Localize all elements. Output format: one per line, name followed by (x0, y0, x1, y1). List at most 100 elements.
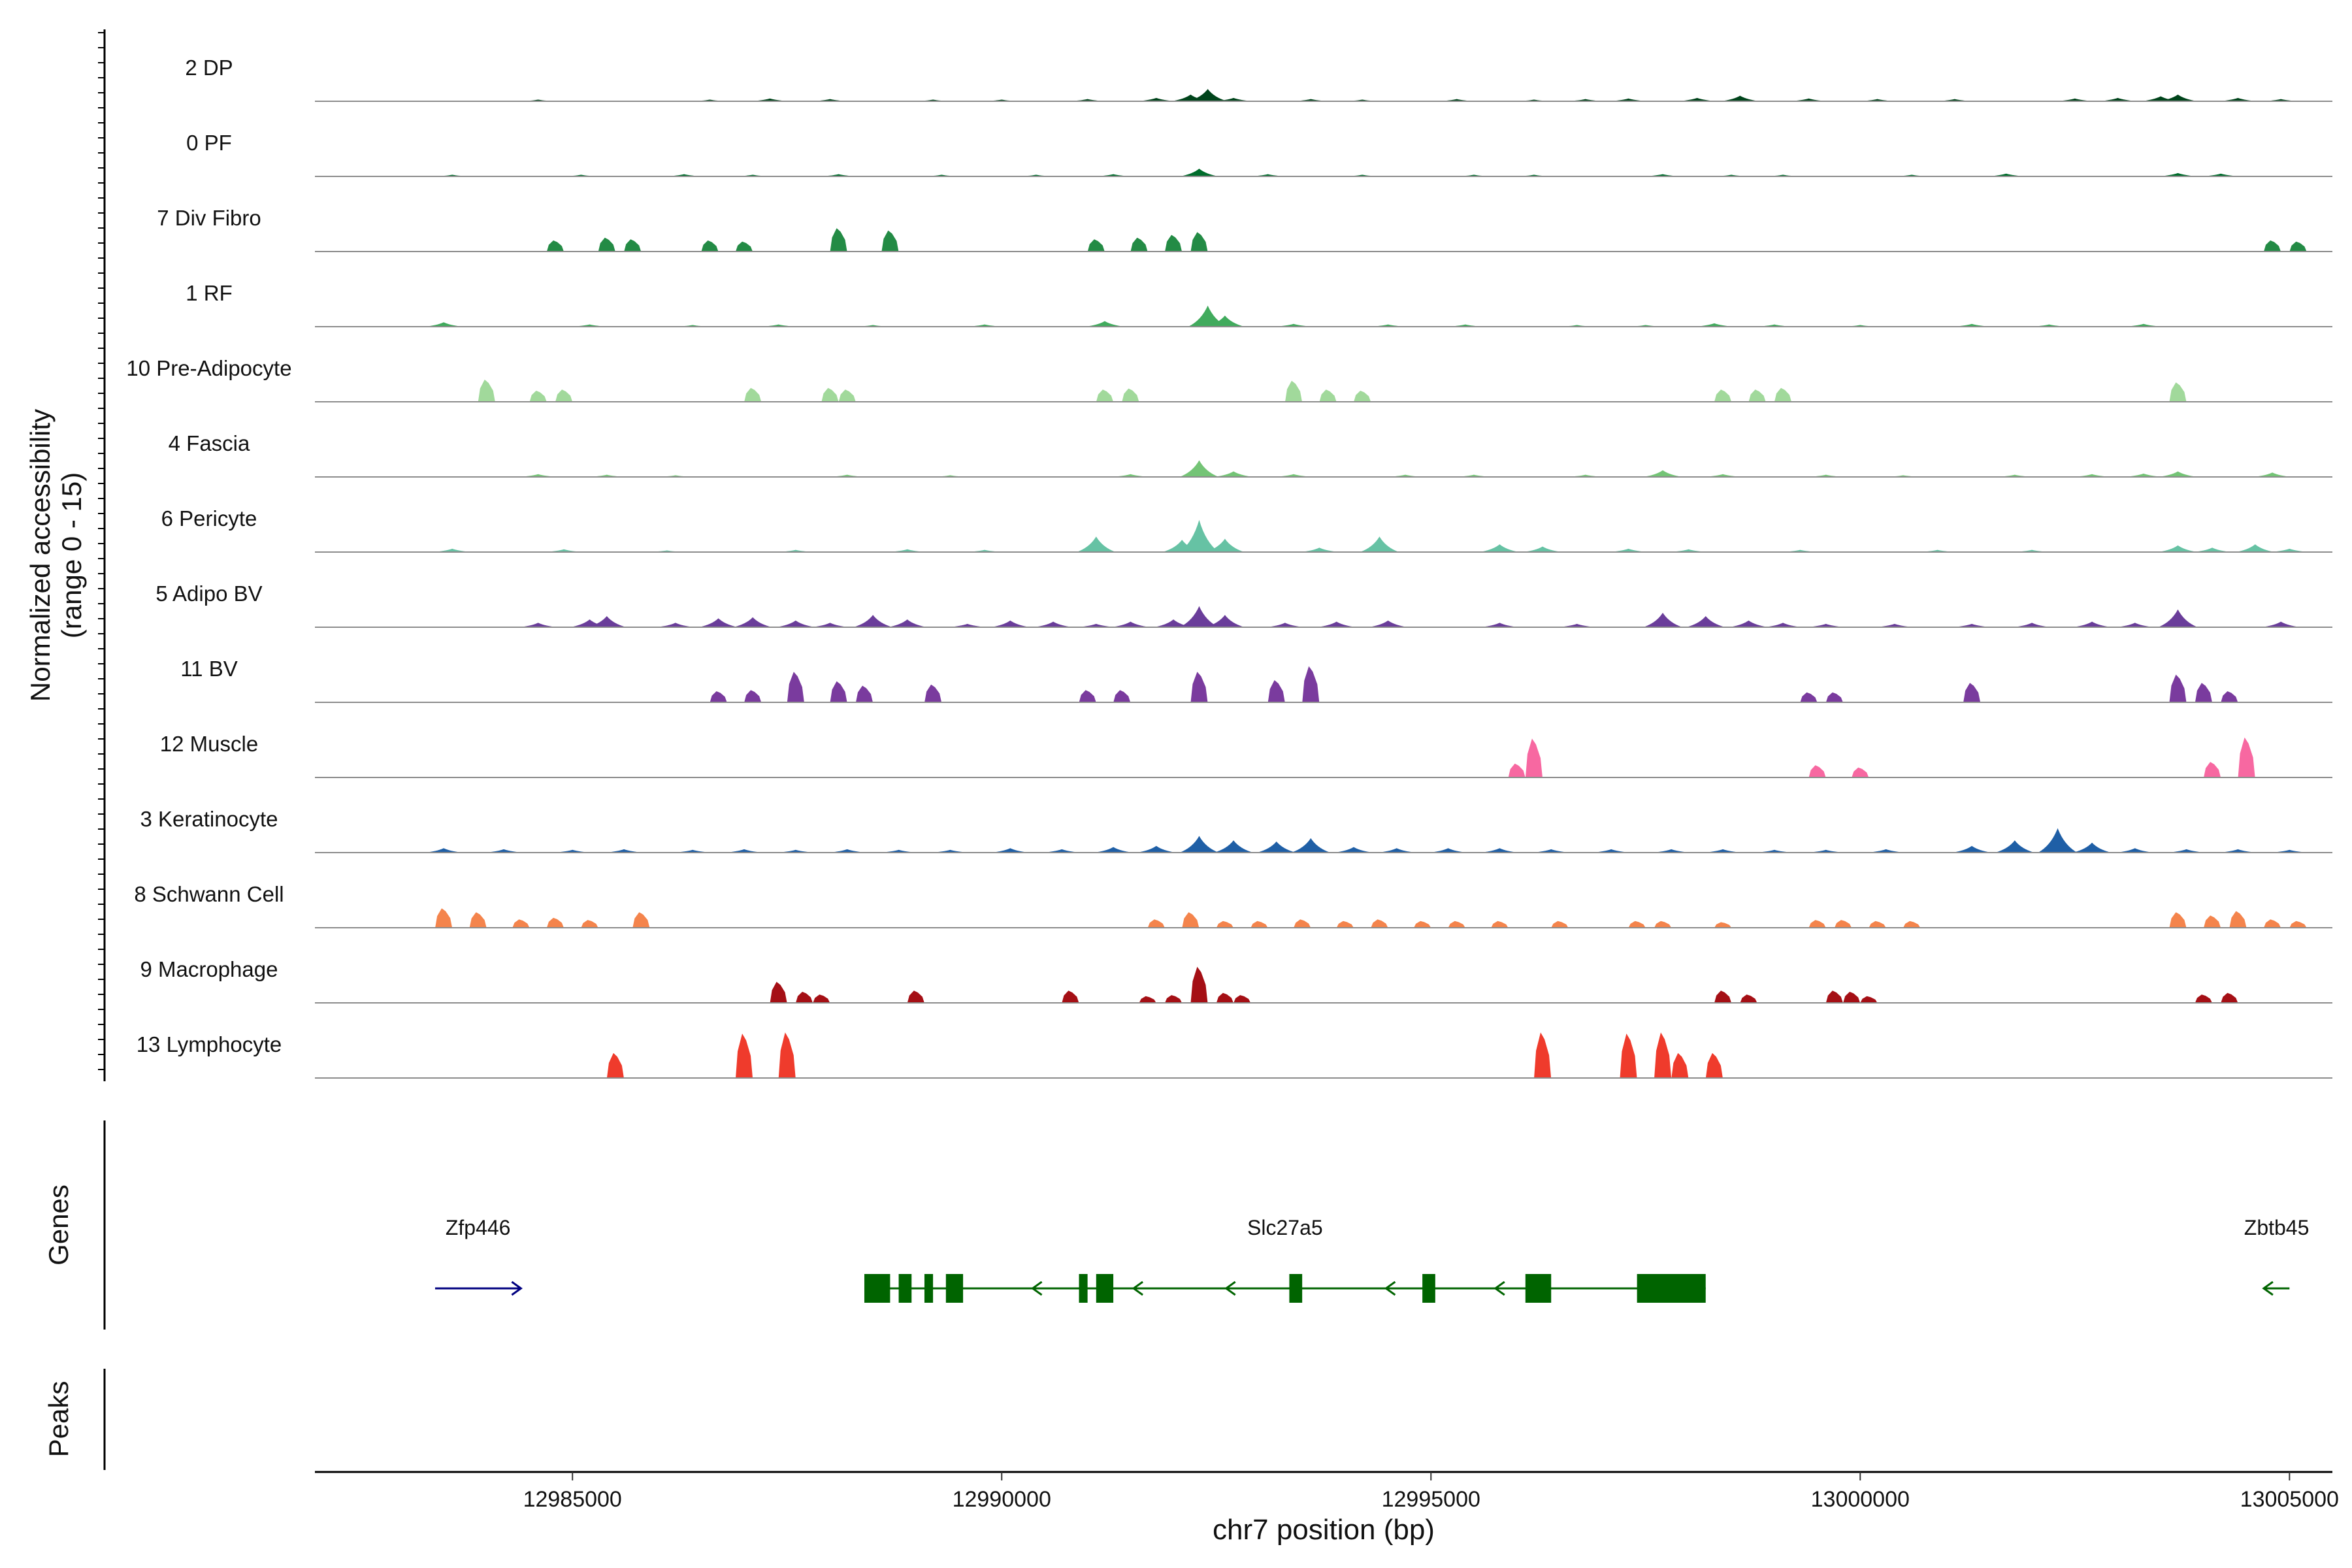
track-label: 7 Div Fibro (157, 206, 261, 230)
coverage-peak (744, 690, 762, 702)
strand-arrow (1494, 1281, 1505, 1296)
coverage-peak (796, 992, 813, 1003)
coverage-peak (2158, 471, 2198, 477)
coverage-peak (1179, 169, 1219, 176)
coverage-peak (1188, 305, 1228, 327)
coverage-peak (424, 848, 464, 853)
coverage-peak (1062, 990, 1079, 1003)
coverage-peak (990, 848, 1030, 853)
coverage-peak (2123, 323, 2163, 327)
coverage-peak (2204, 762, 2221, 777)
coverage-peak (1703, 474, 1743, 477)
coverage-peak (1302, 666, 1320, 702)
coverage-peak (1233, 995, 1251, 1003)
coverage-peak (546, 240, 564, 252)
track-9-macrophage: 9 Macrophage (140, 957, 2332, 1004)
coverage-peak (1703, 849, 1743, 853)
gene-zfp446: Zfp446 (434, 1216, 523, 1296)
track-7-div-fibro: 7 Div Fibro (157, 206, 2332, 252)
y-axis-ticks (98, 32, 105, 1070)
coverage-peak (1551, 921, 1569, 928)
coverage-peak (776, 849, 815, 853)
track-5-adipo-bv: 5 Adipo BV (155, 581, 2332, 628)
exon (1079, 1274, 1088, 1303)
coverage-peak (701, 240, 719, 252)
coverage-peak (1274, 323, 1314, 327)
coverage-peak (1654, 921, 1672, 928)
coverage-peak (907, 990, 924, 1003)
strand-arrow (1384, 1281, 1396, 1296)
coverage-peak (2158, 172, 2198, 176)
coverage-peak (1205, 538, 1245, 552)
coverage-peak (855, 685, 873, 702)
coverage-peak (512, 919, 530, 928)
coverage-peak (1952, 845, 1992, 853)
coverage-peak (581, 920, 598, 928)
coverage-peak (1274, 474, 1314, 477)
coverage-peak (733, 617, 773, 627)
coverage-peak (1371, 919, 1388, 928)
coverage-peak (1188, 89, 1228, 101)
coverage-peak (1720, 95, 1760, 101)
x-tick-label: 12995000 (1382, 1487, 1480, 1512)
coverage-peak (433, 548, 472, 552)
coverage-peak (1179, 519, 1219, 552)
coverage-peak (1903, 921, 1921, 928)
coverage-peak (1806, 623, 1846, 627)
coverage-peak (1368, 620, 1408, 627)
coverage-peak (1628, 921, 1646, 928)
coverage-peak (1190, 672, 1208, 702)
coverage-peak (930, 849, 970, 853)
coverage-peak (1620, 1034, 1637, 1078)
track-label: 5 Adipo BV (155, 581, 262, 606)
coverage-peak (1677, 97, 1717, 101)
coverage-peak (2158, 545, 2198, 552)
genes-group: Zfp446 Slc27a5 Zbtb45 (434, 1216, 2309, 1303)
exon (898, 1274, 912, 1303)
coverage-peak (1267, 680, 1285, 702)
coverage-peak (435, 908, 453, 928)
track-label: 13 Lymphocyte (137, 1032, 282, 1056)
coverage-peak (1354, 391, 1371, 402)
coverage-peak (881, 230, 899, 252)
coverage-peak (1806, 849, 1846, 853)
coverage-peak (2195, 994, 2212, 1003)
exon (1422, 1274, 1435, 1303)
x-axis-label: chr7 position (bp) (1213, 1514, 1435, 1546)
coverage-peak (924, 684, 942, 702)
strand-arrow (1030, 1281, 1043, 1296)
coverage-peak (887, 549, 927, 552)
coverage-peak (424, 322, 464, 327)
track-label: 4 Fascia (169, 431, 250, 455)
coverage-peak (1360, 536, 1399, 552)
coverage-peak (2115, 848, 2155, 853)
coverage-peak (1852, 767, 1869, 777)
coverage-peak (1714, 990, 1732, 1003)
track-3-keratinocyte: 3 Keratinocyte (140, 807, 2332, 853)
coverage-peak (750, 98, 790, 101)
coverage-peak (1265, 623, 1305, 627)
exon (1637, 1274, 1706, 1303)
x-tick-label: 12990000 (953, 1487, 1051, 1512)
coverage-peak (810, 623, 850, 627)
coverage-peak (1800, 692, 1818, 702)
coverage-peak (2055, 98, 2095, 101)
coverage-peak (1531, 849, 1571, 853)
coverage-peak (632, 912, 650, 928)
coverage-peak (2264, 919, 2281, 928)
coverage-peak (2166, 849, 2206, 853)
coverage-peak (1285, 380, 1303, 402)
coverage-peak (518, 474, 558, 477)
coverage-peak (1869, 921, 1886, 928)
strand-arrow (2262, 1281, 2274, 1296)
coverage-peak (1319, 389, 1337, 402)
track-label: 8 Schwann Cell (134, 882, 284, 906)
coverage-peak (1316, 621, 1356, 627)
coverage-peak (710, 691, 727, 702)
coverage-peak (1480, 544, 1520, 552)
coverage-peak (1669, 549, 1708, 552)
track-label: 3 Keratinocyte (140, 807, 278, 831)
coverage-peak (1754, 849, 1794, 853)
coverage-peak (604, 849, 644, 853)
